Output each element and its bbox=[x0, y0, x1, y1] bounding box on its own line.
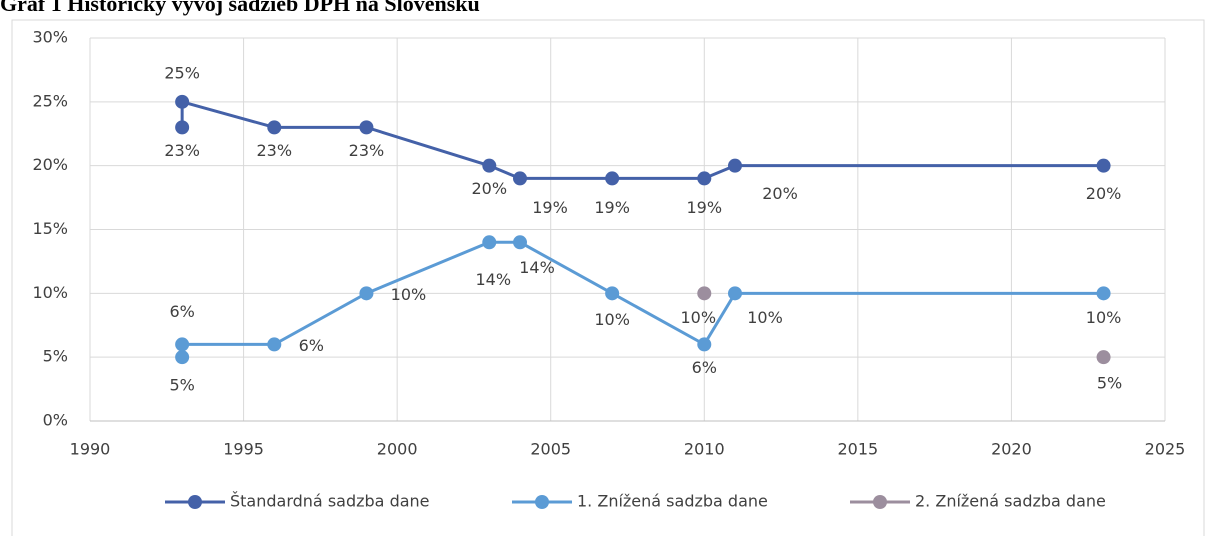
legend-label: 2. Znížená sadzba dane bbox=[915, 492, 1106, 511]
data-label: 10% bbox=[391, 285, 427, 304]
legend-label: 1. Znížená sadzba dane bbox=[577, 492, 768, 511]
legend-marker bbox=[188, 495, 202, 509]
data-point bbox=[728, 286, 742, 301]
data-point bbox=[359, 286, 374, 301]
data-label: 14% bbox=[519, 258, 555, 277]
data-point bbox=[1096, 286, 1111, 301]
series-line bbox=[180, 99, 1104, 180]
data-point bbox=[267, 120, 282, 135]
data-point bbox=[482, 158, 497, 173]
data-label: 5% bbox=[1097, 374, 1122, 393]
data-point bbox=[1096, 158, 1111, 173]
data-label: 23% bbox=[257, 141, 293, 160]
data-label: 23% bbox=[349, 141, 385, 160]
data-label: 20% bbox=[472, 179, 508, 198]
data-label: 20% bbox=[1086, 184, 1122, 203]
data-point bbox=[175, 337, 190, 352]
data-label: 10% bbox=[1086, 308, 1122, 327]
x-tick-label: 2010 bbox=[684, 440, 725, 459]
y-tick-label: 0% bbox=[43, 411, 68, 430]
x-tick-label: 1990 bbox=[70, 440, 111, 459]
chart-title: Graf 1 Historický vývoj sadzieb DPH na S… bbox=[0, 0, 480, 16]
data-point bbox=[175, 94, 190, 109]
data-point bbox=[697, 171, 712, 186]
series-line bbox=[180, 240, 1104, 358]
data-point bbox=[1096, 350, 1111, 365]
data-point bbox=[513, 171, 527, 186]
y-tick-label: 25% bbox=[32, 91, 68, 110]
x-tick-label: 2000 bbox=[377, 440, 418, 459]
data-point bbox=[697, 337, 712, 352]
data-point bbox=[605, 286, 620, 301]
data-label: 10% bbox=[681, 308, 717, 327]
data-label: 10% bbox=[594, 310, 630, 329]
data-label: 23% bbox=[164, 141, 200, 160]
legend-label: Štandardná sadzba dane bbox=[230, 492, 430, 511]
data-label: 19% bbox=[687, 198, 723, 217]
data-point bbox=[175, 350, 190, 365]
data-label: 10% bbox=[747, 308, 783, 327]
legend-marker bbox=[535, 495, 549, 509]
x-tick-label: 2020 bbox=[991, 440, 1032, 459]
x-tick-label: 2015 bbox=[837, 440, 878, 459]
data-label: 19% bbox=[532, 198, 568, 217]
data-label: 20% bbox=[762, 184, 798, 203]
data-point bbox=[359, 120, 374, 135]
data-point bbox=[697, 286, 712, 301]
data-point bbox=[728, 158, 742, 173]
data-label: 6% bbox=[692, 358, 717, 377]
data-label: 5% bbox=[169, 376, 194, 395]
data-label: 6% bbox=[299, 336, 324, 355]
legend-marker bbox=[873, 495, 887, 509]
y-tick-label: 30% bbox=[32, 28, 68, 47]
data-label: 19% bbox=[594, 198, 630, 217]
x-tick-label: 1995 bbox=[223, 440, 264, 459]
chart-border bbox=[11, 19, 1205, 536]
y-tick-label: 20% bbox=[32, 155, 68, 174]
y-tick-label: 15% bbox=[32, 219, 68, 238]
data-point bbox=[513, 235, 527, 250]
data-label: 25% bbox=[164, 63, 200, 82]
y-tick-label: 5% bbox=[43, 347, 68, 366]
x-tick-label: 2005 bbox=[530, 440, 571, 459]
data-point bbox=[482, 235, 497, 250]
data-point bbox=[175, 120, 190, 135]
data-point bbox=[605, 171, 620, 186]
data-label: 14% bbox=[476, 270, 512, 289]
y-tick-label: 10% bbox=[32, 283, 68, 302]
x-tick-label: 2025 bbox=[1145, 440, 1186, 459]
data-point bbox=[267, 337, 282, 352]
data-label: 6% bbox=[169, 302, 194, 321]
